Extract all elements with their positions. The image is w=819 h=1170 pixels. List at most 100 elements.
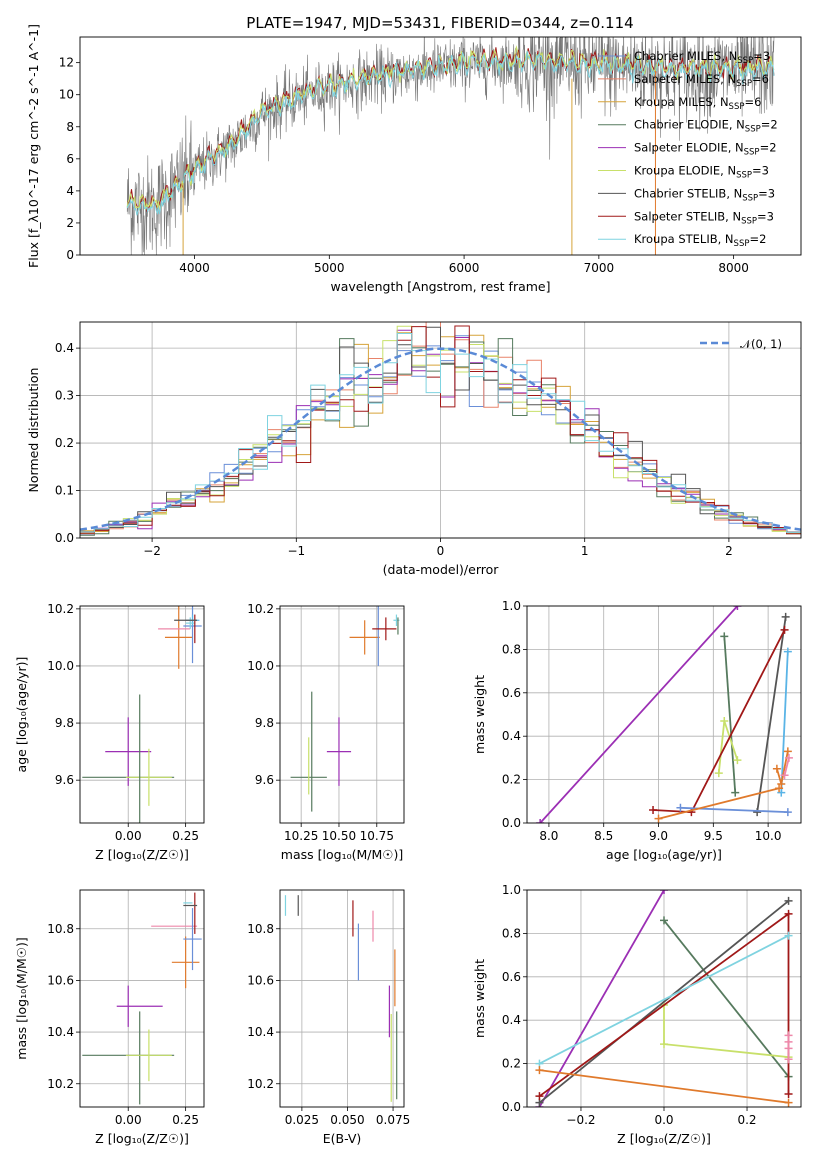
plot-area bbox=[535, 890, 793, 1107]
histogram-chabrier_stelib bbox=[80, 326, 801, 533]
y-axis-label: mass weight bbox=[472, 959, 487, 1038]
x-tick-label: 9.5 bbox=[704, 829, 723, 843]
x-tick-label: 0.25 bbox=[172, 1113, 199, 1127]
x-tick-label: −2 bbox=[143, 544, 161, 558]
weight-line-chabrier_stelib bbox=[538, 900, 790, 1104]
legend-entry: Kroupa STELIB, NSSP=2 bbox=[634, 232, 766, 249]
legend-entry: Chabrier ELODIE, NSSP=2 bbox=[634, 118, 778, 135]
weight-marker bbox=[654, 814, 663, 823]
axes-frame bbox=[279, 889, 405, 1108]
legend-entry-value: =3 bbox=[757, 209, 774, 223]
legend-entry-sub: SSP bbox=[736, 79, 752, 89]
x-tick-label: 8.0 bbox=[539, 829, 558, 843]
x-tick-label: 8000 bbox=[718, 261, 749, 275]
y-tick-label: 10.0 bbox=[47, 659, 74, 673]
x-axis-label: age [log₁₀(age/yr)] bbox=[606, 847, 722, 862]
x-tick-label: 0 bbox=[437, 544, 445, 558]
weight-line-sky bbox=[780, 651, 789, 793]
y-axis-label: age [log₁₀(age/yr)] bbox=[14, 657, 29, 773]
weight-marker bbox=[780, 625, 789, 634]
plot-area bbox=[80, 322, 801, 536]
y-tick-label: 10.0 bbox=[247, 659, 274, 673]
legend-entry-value: =6 bbox=[752, 72, 769, 86]
legend-entry-sub: SSP bbox=[729, 102, 745, 112]
legend-entry-sub: SSP bbox=[742, 193, 758, 203]
legend-entry: Salpeter ELODIE, NSSP=2 bbox=[634, 141, 777, 158]
weight-marker bbox=[535, 1066, 544, 1075]
x-tick-label: 0.00 bbox=[115, 1113, 142, 1127]
weight-marker bbox=[777, 788, 786, 797]
axes-frame bbox=[526, 605, 802, 824]
x-tick-label: 0.050 bbox=[330, 1113, 364, 1127]
errorbar-panel-2: 0.00 0.25 9.6 9.8 10.0 10.2 Z [log₁₀(Z/Z☉)] age… bbox=[14, 602, 205, 862]
legend-entry-sub: SSP bbox=[736, 171, 752, 181]
spectrum-chart: 4000 5000 6000 7000 8000 0 2 4 6 8 10 12 wavelength … bbox=[26, 24, 802, 294]
legend-entry-text: Chabrier ELODIE, N bbox=[634, 118, 745, 132]
x-axis-label: mass [log₁₀(M/M☉)] bbox=[281, 847, 403, 862]
legend-entry-value: =2 bbox=[749, 232, 766, 246]
legend-entry-text: Kroupa STELIB, N bbox=[634, 232, 734, 246]
y-tick-label: 0.0 bbox=[502, 816, 521, 830]
axes-frame bbox=[79, 605, 205, 824]
weight-marker bbox=[784, 1055, 793, 1064]
x-tick-label: −1 bbox=[287, 544, 305, 558]
gaussian-legend-label: 𝒩(0, 1) bbox=[740, 337, 782, 351]
weight-line-orange bbox=[539, 1069, 789, 1104]
x-tick-label: 6000 bbox=[449, 261, 480, 275]
legend-entry-text: Chabrier STELIB, N bbox=[634, 186, 742, 200]
legend-entry-value: =3 bbox=[758, 186, 775, 200]
y-tick-label: 10.4 bbox=[47, 1025, 74, 1039]
y-tick-label: 0.4 bbox=[502, 1013, 521, 1027]
y-tick-label: 0.1 bbox=[55, 484, 74, 498]
weight-marker bbox=[535, 1092, 544, 1101]
y-tick-label: 0 bbox=[66, 248, 74, 262]
legend-entry-sub: SSP bbox=[744, 148, 760, 158]
weight-marker bbox=[784, 1089, 793, 1098]
legend-entry-text: Kroupa MILES, N bbox=[634, 95, 729, 109]
x-tick-label: 0.075 bbox=[376, 1113, 410, 1127]
x-tick-label: 4000 bbox=[179, 261, 210, 275]
legend-entry: Salpeter MILES, NSSP=6 bbox=[634, 72, 769, 89]
y-tick-label: 10.8 bbox=[47, 922, 74, 936]
weight-marker bbox=[784, 931, 793, 940]
legend-entry-text: Salpeter ELODIE, N bbox=[634, 141, 744, 155]
weight-marker bbox=[660, 1040, 668, 1049]
y-tick-label: 0.4 bbox=[55, 341, 74, 355]
legend-entry-text: Kroupa ELODIE, N bbox=[634, 164, 736, 178]
y-tick-label: 10.4 bbox=[247, 1025, 274, 1039]
weight-line-kroupa_stelib bbox=[539, 934, 789, 1065]
weight-marker bbox=[783, 647, 792, 656]
legend-entry-value: =3 bbox=[752, 164, 769, 178]
x-tick-label: 10.0 bbox=[755, 829, 782, 843]
y-tick-label: 8 bbox=[66, 120, 74, 134]
x-tick-label: 5000 bbox=[314, 261, 345, 275]
weight-marker bbox=[784, 909, 793, 918]
y-tick-label: 10.2 bbox=[47, 602, 74, 616]
legend-entry-sub: SSP bbox=[745, 125, 761, 135]
y-tick-label: 12 bbox=[59, 56, 74, 70]
weight-line-chabrier_stelib bbox=[756, 616, 787, 813]
y-tick-label: 0.2 bbox=[502, 773, 521, 787]
x-tick-label: 1 bbox=[581, 544, 589, 558]
weight-marker bbox=[720, 717, 729, 726]
weight-marker bbox=[660, 916, 668, 925]
x-axis-label: Z [log₁₀(Z/Z☉)] bbox=[617, 1131, 711, 1146]
weight-marker bbox=[649, 805, 658, 814]
y-axis-label: mass weight bbox=[472, 675, 487, 754]
weight-marker bbox=[780, 771, 789, 780]
axes-frame bbox=[79, 36, 802, 256]
y-tick-label: 2 bbox=[66, 216, 74, 230]
weight-marker bbox=[536, 819, 545, 823]
y-tick-label: 0.2 bbox=[502, 1057, 521, 1071]
x-axis-label: (data-model)/error bbox=[383, 562, 500, 577]
legend-entry-text: Salpeter STELIB, N bbox=[634, 209, 741, 223]
x-tick-label: 7000 bbox=[584, 261, 615, 275]
x-tick-label: 0.00 bbox=[115, 829, 142, 843]
x-tick-label: 10.75 bbox=[360, 829, 394, 843]
weight-marker bbox=[660, 890, 668, 894]
x-axis-label: wavelength [Angstrom, rest frame] bbox=[330, 279, 550, 294]
y-tick-label: 1.0 bbox=[502, 883, 521, 897]
errorbar-panel-5: 0.00 0.25 10.2 10.4 10.6 10.8 Z [log₁₀(Z/Z☉)] m… bbox=[14, 889, 205, 1146]
spectrum-data-line bbox=[126, 37, 775, 255]
model-line-kroupa_stelib bbox=[126, 50, 775, 216]
